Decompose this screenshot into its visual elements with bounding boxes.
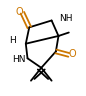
Text: H: H bbox=[9, 36, 15, 45]
Text: O: O bbox=[15, 7, 23, 17]
Text: O: O bbox=[68, 49, 76, 59]
Text: HN: HN bbox=[12, 55, 26, 64]
Text: NH: NH bbox=[59, 14, 73, 23]
